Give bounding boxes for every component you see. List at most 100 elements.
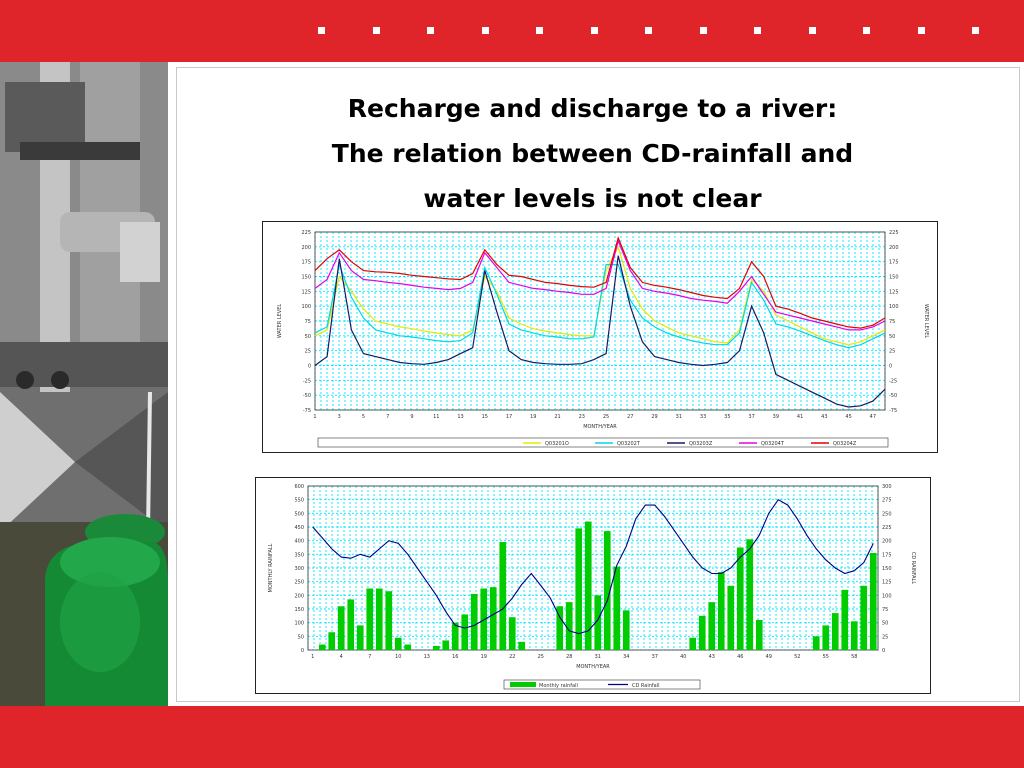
- y-tick-label-left: 200: [294, 593, 304, 599]
- x-tick-label: 41: [797, 414, 803, 420]
- y-tick-label-left: 150: [294, 607, 304, 613]
- x-tick-label: 4: [340, 654, 343, 660]
- x-tick-label: 7: [368, 654, 371, 660]
- rainfall-bar: [375, 588, 383, 650]
- legend-box: [503, 679, 701, 690]
- y-axis-label-right: WATER LEVEL: [923, 304, 929, 339]
- x-tick-label: 19: [481, 654, 487, 660]
- series-line-q03202t: [314, 262, 886, 349]
- header-dot: [917, 27, 925, 34]
- y-tick-label-right: 200: [882, 539, 892, 545]
- y-tick-label-right: 50: [882, 621, 888, 627]
- x-tick-label: 5: [362, 414, 365, 420]
- rainfall-bar: [385, 591, 393, 650]
- y-tick-label-left: 100: [294, 621, 304, 627]
- x-tick-label: 1: [311, 654, 314, 660]
- rainfall-bar: [736, 547, 744, 650]
- y-tick-label-right: 75: [889, 319, 895, 325]
- rainfall-bar: [318, 644, 326, 650]
- x-tick-label: 17: [506, 414, 512, 420]
- footer-band: [0, 706, 1024, 768]
- rainfall-bar: [461, 614, 469, 650]
- x-tick-label: 37: [652, 654, 658, 660]
- rainfall-bar: [869, 552, 877, 650]
- y-tick-label-left: 250: [294, 580, 304, 586]
- plot-border: [307, 485, 879, 651]
- legend-label: Q03201O: [545, 441, 569, 447]
- rainfall-chart: 0 0 50 25 100 50 150 75 200 100 250 125 300 150 350 175…: [255, 477, 931, 694]
- rainfall-bar: [442, 640, 450, 650]
- header-dot: [536, 27, 543, 34]
- y-tick-label-left: 125: [301, 289, 311, 295]
- x-tick-label: 7: [386, 414, 389, 420]
- y-tick-label-left: 75: [305, 319, 311, 325]
- y-tick-label-left: 225: [301, 230, 311, 236]
- y-tick-label-right: 175: [882, 552, 892, 558]
- x-tick-label: 11: [433, 414, 439, 420]
- y-tick-label-left: -25: [303, 378, 311, 384]
- y-tick-label-left: 100: [301, 304, 311, 310]
- y-tick-label-right: 200: [889, 245, 899, 251]
- series-line-q03204z: [314, 236, 886, 329]
- x-tick-label: 34: [623, 654, 629, 660]
- rainfall-bar: [622, 610, 630, 650]
- y-tick-label-right: -75: [889, 408, 897, 414]
- header-dot: [481, 27, 489, 34]
- rainfall-bar: [508, 617, 516, 650]
- y-tick-label-right: -25: [889, 378, 897, 384]
- rainfall-bar: [717, 572, 725, 650]
- y-tick-label-right: 125: [889, 289, 899, 295]
- rainfall-bar: [860, 585, 868, 650]
- x-tick-label: 19: [530, 414, 536, 420]
- legend-label: Monthly rainfall: [539, 683, 578, 689]
- rainfall-bar: [603, 531, 611, 650]
- rainfall-bar: [470, 593, 478, 650]
- x-tick-label: 52: [794, 654, 800, 660]
- x-tick-label: 15: [482, 414, 488, 420]
- legend-label: Q03203Z: [689, 441, 713, 447]
- rainfall-bar: [489, 587, 497, 650]
- y-tick-label-right: 150: [882, 566, 892, 572]
- y-tick-label-left: 150: [301, 275, 311, 281]
- x-tick-label: 43: [709, 654, 715, 660]
- x-tick-label: 37: [748, 414, 754, 420]
- rainfall-bar: [822, 625, 830, 650]
- rainfall-bar: [556, 606, 564, 650]
- x-tick-label: 1: [313, 414, 316, 420]
- x-tick-label: 22: [509, 654, 515, 660]
- y-tick-label-left: -75: [303, 408, 311, 414]
- x-tick-label: 39: [773, 414, 779, 420]
- rainfall-bar: [831, 613, 839, 650]
- y-tick-label-right: 100: [889, 304, 899, 310]
- y-tick-label-left: 0: [308, 364, 311, 370]
- x-tick-label: 29: [651, 414, 657, 420]
- x-tick-label: 47: [870, 414, 876, 420]
- y-tick-label-right: 150: [889, 275, 899, 281]
- rainfall-bar: [499, 542, 507, 650]
- header-dot: [972, 27, 979, 34]
- rainfall-bar: [841, 589, 849, 650]
- y-tick-label-right: 50: [889, 334, 895, 340]
- y-axis-label-left: MONTHLY RAINFALL: [268, 543, 274, 592]
- x-tick-label: 25: [603, 414, 609, 420]
- x-tick-label: 10: [395, 654, 401, 660]
- rainfall-bar: [347, 599, 355, 650]
- y-tick-label-right: 0: [889, 364, 892, 370]
- x-axis-label: MONTH/YEAR: [576, 664, 610, 670]
- y-tick-label-right: 250: [882, 511, 892, 517]
- x-tick-label: 25: [538, 654, 544, 660]
- y-axis-label-left: WATER LEVEL: [277, 304, 283, 339]
- y-tick-label-right: 300: [882, 484, 892, 490]
- rainfall-bar: [575, 528, 583, 650]
- rainfall-bar: [850, 621, 858, 650]
- x-tick-label: 58: [851, 654, 857, 660]
- rainfall-bar: [565, 602, 573, 650]
- y-tick-label-left: 300: [294, 566, 304, 572]
- rainfall-bar: [584, 521, 592, 650]
- y-tick-label-left: 350: [294, 552, 304, 558]
- x-tick-label: 21: [554, 414, 560, 420]
- y-tick-label-left: 0: [301, 648, 304, 654]
- y-tick-label-left: 600: [294, 484, 304, 490]
- rainfall-bar: [404, 644, 412, 650]
